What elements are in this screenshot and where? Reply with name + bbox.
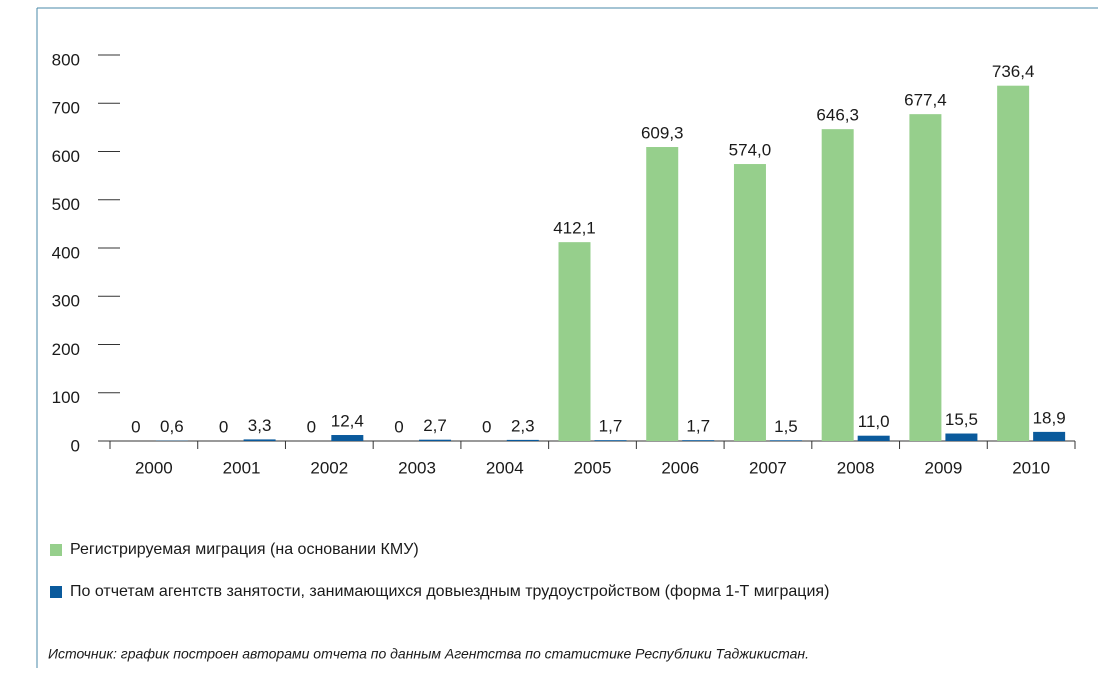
x-tick-label: 2008	[837, 458, 875, 477]
bar	[857, 435, 890, 441]
bar	[419, 439, 452, 441]
bar	[733, 164, 766, 442]
value-label: 3,3	[248, 416, 272, 435]
value-label: 0	[219, 417, 228, 436]
value-label: 0	[482, 417, 491, 436]
value-label: 646,3	[816, 106, 859, 125]
value-label: 1,7	[599, 417, 623, 436]
value-label: 0	[131, 417, 140, 436]
bar	[909, 114, 942, 441]
x-tick-label: 2005	[574, 458, 612, 477]
bar	[1033, 431, 1066, 441]
y-tick-label: 100	[52, 388, 80, 407]
x-tick-label: 2003	[398, 458, 436, 477]
value-label: 15,5	[945, 410, 978, 429]
value-label: 736,4	[992, 62, 1035, 81]
x-tick-label: 2002	[310, 458, 348, 477]
value-label: 18,9	[1033, 408, 1066, 427]
legend-swatch	[50, 586, 62, 598]
bar	[331, 435, 364, 441]
bar	[997, 85, 1030, 441]
value-label: 0	[394, 417, 403, 436]
bar	[682, 440, 715, 441]
x-tick-label: 2001	[223, 458, 261, 477]
value-label: 2,7	[423, 416, 447, 435]
x-tick-label: 2007	[749, 458, 787, 477]
value-label: 2,3	[511, 416, 535, 435]
bar	[594, 440, 627, 441]
x-tick-label: 2010	[1012, 458, 1050, 477]
y-tick-label: 800	[52, 50, 80, 69]
legend-label: Регистрируемая миграция (на основании КМ…	[70, 541, 419, 558]
value-label: 0	[307, 417, 316, 436]
x-tick-label: 2009	[924, 458, 962, 477]
bar	[506, 439, 539, 441]
value-label: 412,1	[553, 219, 596, 238]
source-note: Источник: график построен авторами отчет…	[48, 646, 809, 662]
value-label: 12,4	[331, 412, 364, 431]
value-label: 677,4	[904, 91, 947, 110]
y-tick-label: 400	[52, 243, 80, 262]
bar	[243, 439, 276, 441]
x-tick-label: 2006	[661, 458, 699, 477]
value-label: 1,7	[686, 417, 710, 436]
y-tick-label: 0	[71, 436, 80, 455]
y-tick-label: 700	[52, 99, 80, 118]
y-tick-label: 500	[52, 195, 80, 214]
bar	[769, 440, 802, 441]
bar	[646, 147, 679, 441]
y-tick-label: 300	[52, 292, 80, 311]
y-tick-label: 200	[52, 340, 80, 359]
value-label: 574,0	[729, 141, 772, 160]
y-tick-label: 600	[52, 147, 80, 166]
value-label: 609,3	[641, 123, 684, 142]
x-tick-label: 2004	[486, 458, 524, 477]
value-label: 11,0	[858, 412, 890, 431]
value-label: 1,5	[774, 417, 798, 436]
x-tick-label: 2000	[135, 458, 173, 477]
bar	[821, 129, 854, 441]
legend-label: По отчетам агентств занятости, занимающи…	[70, 583, 829, 600]
value-label: 0,6	[160, 417, 184, 436]
bar	[945, 433, 978, 441]
bar	[558, 242, 591, 441]
legend-swatch	[50, 544, 62, 556]
